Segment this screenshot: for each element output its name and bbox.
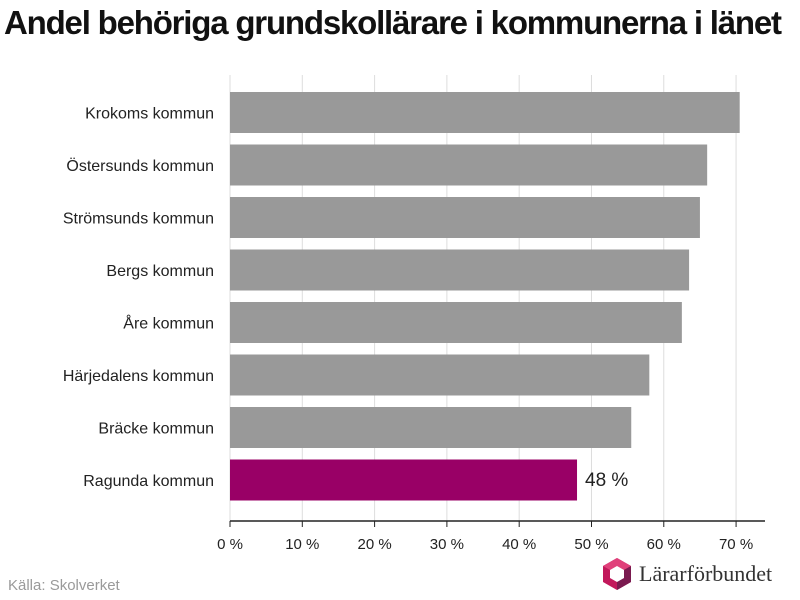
lararforbundet-logo-icon (603, 558, 631, 590)
x-tick-label: 50 % (574, 536, 608, 553)
x-tick-label: 10 % (285, 536, 319, 553)
category-label: Östersunds kommun (66, 157, 214, 175)
x-tick-label: 30 % (430, 536, 464, 553)
data-label: 48 % (585, 470, 628, 491)
category-labels: Krokoms kommun Östersunds kommun Strömsund… (63, 106, 214, 491)
bar (230, 249, 690, 291)
category-label: Bräcke kommun (98, 421, 214, 438)
x-tick-label: 20 % (357, 536, 391, 553)
chart-title: Andel behöriga grundskollärare i kommune… (4, 4, 782, 41)
category-label: Åre kommun (123, 314, 214, 333)
bars (230, 92, 740, 501)
category-label: Strömsunds kommun (63, 211, 214, 228)
source-note: Källa: Skolverket (8, 577, 120, 594)
bar-chart: Krokoms kommun Östersunds kommun Strömsund… (63, 75, 765, 553)
bar (230, 407, 632, 448)
x-tick-label: 0 % (217, 536, 243, 553)
bar (230, 459, 578, 501)
x-tick-label: 60 % (647, 536, 681, 553)
bar (230, 144, 708, 186)
data-labels: 48 % (585, 470, 628, 491)
category-label: Härjedalens kommun (63, 368, 214, 385)
category-label: Ragunda kommun (83, 473, 214, 490)
bar (230, 92, 740, 133)
x-axis: 0 % 10 % 20 % 30 % 40 % 50 % 60 % 70 % (217, 520, 765, 553)
x-tick-label: 40 % (502, 536, 536, 553)
category-label: Bergs kommun (106, 263, 214, 280)
category-label: Krokoms kommun (85, 106, 214, 123)
bar (230, 354, 650, 396)
bar (230, 197, 700, 238)
x-tick-label: 70 % (719, 536, 753, 553)
brand-logo: Lärarförbundet (601, 557, 772, 591)
gridlines (229, 75, 737, 521)
bar (230, 302, 682, 343)
brand-name: Lärarförbundet (639, 561, 773, 586)
